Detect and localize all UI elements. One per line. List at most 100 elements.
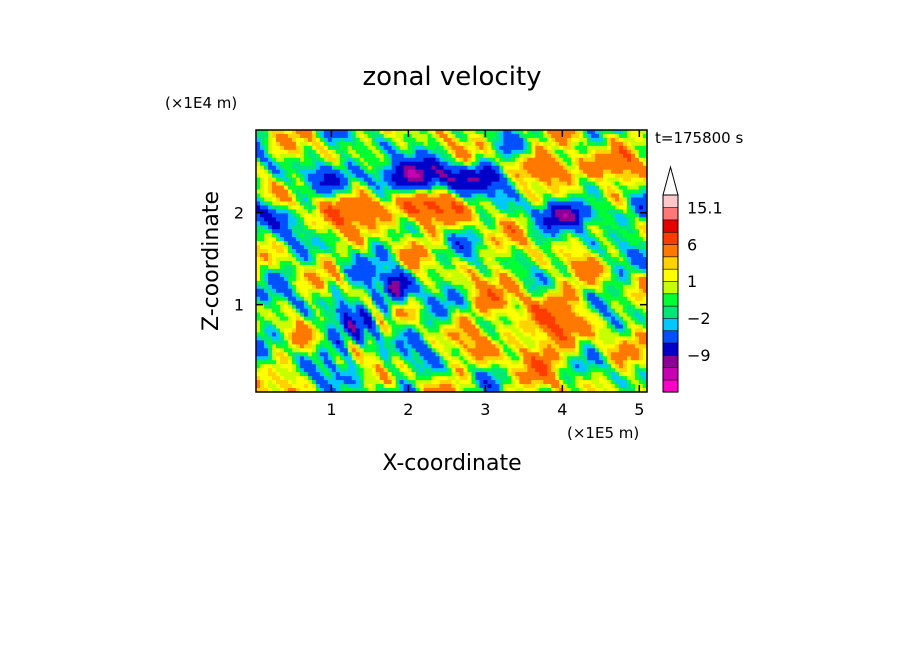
heatmap-cell: [379, 245, 385, 250]
heatmap-cell: [555, 169, 560, 175]
heatmap-cell: [327, 145, 333, 151]
heatmap-cell: [443, 133, 448, 139]
heatmap-cell: [471, 229, 476, 234]
heatmap-cell: [447, 261, 452, 266]
heatmap-cell: [543, 316, 548, 321]
heatmap-cell: [551, 276, 556, 282]
heatmap-cell: [571, 133, 576, 139]
heatmap-cell: [503, 133, 508, 139]
heatmap-cell: [315, 276, 321, 282]
heatmap-cell: [571, 137, 576, 143]
heatmap-cell: [487, 249, 492, 254]
heatmap-cell: [383, 261, 389, 266]
heatmap-cell: [431, 181, 436, 186]
heatmap-cell: [631, 201, 636, 206]
heatmap-cell: [391, 130, 397, 135]
heatmap-cell: [387, 161, 393, 167]
heatmap-cell: [271, 264, 277, 270]
heatmap-cell: [575, 288, 580, 294]
heatmap-cell: [559, 173, 564, 179]
heatmap-cell: [643, 201, 648, 206]
heatmap-cell: [435, 137, 440, 143]
heatmap-cell: [599, 173, 604, 179]
heatmap-cell: [379, 185, 385, 190]
heatmap-cell: [395, 201, 401, 206]
heatmap-cell: [299, 276, 305, 282]
heatmap-cell: [531, 308, 536, 314]
heatmap-cell: [559, 328, 564, 333]
heatmap-cell: [359, 165, 365, 171]
heatmap-cell: [355, 296, 361, 302]
heatmap-cell: [315, 181, 321, 186]
heatmap-cell: [355, 249, 361, 254]
heatmap-cell: [619, 213, 624, 218]
heatmap-cell: [439, 241, 444, 246]
heatmap-cell: [339, 149, 345, 155]
heatmap-cell: [415, 185, 420, 190]
heatmap-cell: [623, 169, 628, 175]
heatmap-cell: [387, 253, 393, 258]
heatmap-cell: [551, 253, 556, 258]
heatmap-cell: [375, 225, 381, 230]
heatmap-cell: [611, 284, 616, 290]
heatmap-cell: [603, 141, 608, 147]
heatmap-cell: [363, 241, 369, 246]
heatmap-cell: [419, 205, 424, 210]
heatmap-cell: [367, 197, 373, 202]
heatmap-cell: [531, 141, 536, 147]
heatmap-cell: [519, 193, 524, 198]
heatmap-cell: [599, 189, 604, 194]
heatmap-cell: [395, 189, 401, 194]
heatmap-cell: [487, 189, 492, 194]
heatmap-cell: [359, 261, 365, 266]
heatmap-cell: [531, 328, 536, 333]
heatmap-cell: [311, 197, 317, 202]
heatmap-cell: [256, 288, 261, 294]
heatmap-cell: [363, 284, 369, 290]
heatmap-cell: [463, 320, 468, 325]
heatmap-cell: [555, 324, 560, 329]
heatmap-cell: [331, 324, 337, 329]
heatmap-cell: [535, 288, 540, 294]
heatmap-cell: [591, 320, 596, 325]
heatmap-cell: [619, 237, 624, 242]
heatmap-cell: [543, 201, 548, 206]
heatmap-cell: [535, 304, 540, 310]
heatmap-cell: [423, 292, 428, 298]
heatmap-cell: [379, 288, 385, 294]
heatmap-cell: [287, 320, 293, 325]
heatmap-cell: [339, 296, 345, 302]
heatmap-cell: [615, 221, 620, 226]
heatmap-cell: [263, 241, 269, 246]
heatmap-cell: [295, 213, 301, 218]
heatmap-cell: [355, 268, 361, 274]
heatmap-cell: [447, 205, 452, 210]
heatmap-cell: [547, 245, 552, 250]
heatmap-cell: [327, 328, 333, 333]
heatmap-cell: [595, 153, 600, 159]
heatmap-cell: [551, 209, 556, 214]
heatmap-cell: [347, 264, 353, 270]
heatmap-cell: [355, 257, 361, 262]
heatmap-cell: [591, 253, 596, 258]
heatmap-cell: [463, 213, 468, 218]
heatmap-cell: [367, 145, 373, 151]
heatmap-cell: [471, 292, 476, 298]
heatmap-cell: [256, 221, 261, 226]
heatmap-cell: [555, 173, 560, 179]
heatmap-cell: [463, 300, 468, 306]
heatmap-cell: [615, 209, 620, 214]
heatmap-cell: [627, 201, 632, 206]
heatmap-cell: [563, 304, 568, 310]
heatmap-cell: [256, 245, 261, 250]
heatmap-cell: [643, 149, 648, 155]
heatmap-cell: [327, 324, 333, 329]
heatmap-cell: [447, 320, 452, 325]
heatmap-cell: [583, 304, 588, 310]
heatmap-cell: [287, 229, 293, 234]
heatmap-cell: [591, 280, 596, 286]
heatmap-cell: [603, 209, 608, 214]
heatmap-cell: [319, 141, 325, 147]
heatmap-cell: [383, 233, 389, 238]
heatmap-cell: [595, 233, 600, 238]
